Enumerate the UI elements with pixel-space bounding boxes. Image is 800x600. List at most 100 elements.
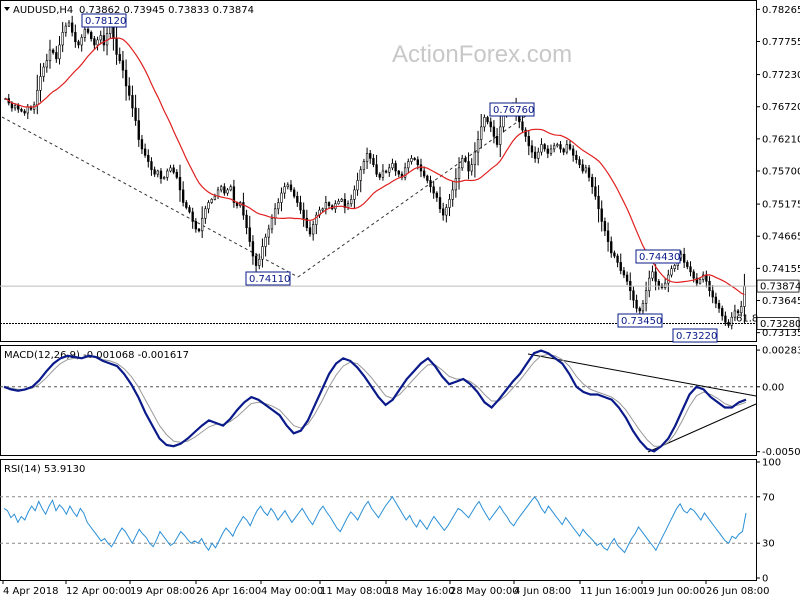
candle-body xyxy=(90,32,93,39)
candle-body xyxy=(375,164,378,175)
candle-body xyxy=(670,268,673,276)
candle-body xyxy=(324,202,328,210)
candle-body xyxy=(457,167,461,179)
candle-body xyxy=(26,106,29,114)
candle-body xyxy=(220,186,223,191)
candle-body xyxy=(591,177,594,188)
candle-body xyxy=(682,253,686,263)
candle-body xyxy=(407,161,410,169)
candle-body xyxy=(296,195,299,203)
candle-body xyxy=(572,148,575,156)
price-trendline-down xyxy=(1,116,299,278)
rsi-panel-frame xyxy=(0,459,757,581)
candle-body xyxy=(600,208,603,222)
x-tick-label: 26 Apr 16:00 xyxy=(196,586,261,597)
candle-body xyxy=(131,95,134,109)
price-annotation-box xyxy=(245,271,291,286)
candle-body xyxy=(112,27,115,39)
candle-body xyxy=(321,208,324,211)
candle-body xyxy=(207,202,210,210)
rsi-line xyxy=(3,495,747,554)
candle-body xyxy=(616,255,619,263)
candle-body xyxy=(121,60,125,71)
candle-body xyxy=(124,69,128,87)
candle-body xyxy=(422,170,426,177)
candle-body xyxy=(711,290,714,298)
candle-body xyxy=(530,145,534,153)
candle-body xyxy=(654,271,657,282)
candle-body xyxy=(150,161,153,171)
price-trendline-up xyxy=(297,112,531,278)
candle-body xyxy=(581,164,584,172)
candle-body xyxy=(109,27,112,34)
x-tick-label: 4 Jun 08:00 xyxy=(514,586,571,597)
candle-body xyxy=(93,38,96,46)
candle-body xyxy=(159,170,163,179)
price-y-tick-label: 0.75175 xyxy=(762,200,800,211)
candle-body xyxy=(115,38,118,55)
candle-body xyxy=(470,164,473,172)
price-y-tick-label: 0.75700 xyxy=(762,167,800,178)
candle-body xyxy=(622,270,626,276)
candle-body xyxy=(191,211,194,222)
candle-body xyxy=(442,208,445,216)
candle-body xyxy=(223,186,226,194)
candle-body xyxy=(277,202,280,210)
candle-body xyxy=(625,274,629,282)
candle-body xyxy=(23,110,26,114)
fib-label: 61.8 xyxy=(736,314,758,325)
candle-body xyxy=(172,167,175,173)
price-tag xyxy=(756,279,800,293)
candle-body xyxy=(353,189,356,200)
candle-body xyxy=(232,186,236,203)
candle-body xyxy=(45,60,48,68)
macd-title: MACD(12,26,9) -0.001068 -0.001617 xyxy=(4,350,189,361)
candle-body xyxy=(128,85,131,96)
candle-body xyxy=(55,52,58,60)
candle-body xyxy=(248,227,251,242)
price-y-axis: 0.78265 0.77755 0.77230 0.76720 0.76210 0.757… xyxy=(756,5,800,339)
candle-body xyxy=(403,167,407,178)
price-ohlc: 0.73862 0.73945 0.73833 0.73874 xyxy=(79,5,254,16)
candle-body xyxy=(356,180,359,191)
candle-body xyxy=(486,117,489,123)
candle-body xyxy=(143,148,147,156)
candle-body xyxy=(242,202,245,216)
candle-body xyxy=(175,171,178,178)
candle-body xyxy=(197,228,201,232)
price-y-tick-label: 0.73645 xyxy=(762,296,800,307)
candle-body xyxy=(632,290,635,301)
candle-body xyxy=(13,105,17,109)
candle-body xyxy=(48,49,52,62)
candle-body xyxy=(663,282,667,288)
candle-body xyxy=(673,265,676,269)
candle-body xyxy=(695,277,699,284)
candle-body xyxy=(644,290,648,304)
price-y-tick-label: 0.78265 xyxy=(762,5,800,16)
candle-body xyxy=(181,189,185,203)
macd-y-tick-label: 0.00 xyxy=(762,382,784,393)
candle-body xyxy=(432,186,435,194)
candle-body xyxy=(350,199,353,205)
candle-body xyxy=(714,296,718,304)
price-candles xyxy=(4,15,746,330)
price-tag-label: 0.73874 xyxy=(760,282,800,293)
rsi-y-tick-label: 30 xyxy=(762,539,775,550)
candle-body xyxy=(562,148,565,153)
macd-y-axis: 0.002839 0.00 -0.005021 xyxy=(756,346,800,458)
candle-body xyxy=(343,199,347,208)
x-tick-label: 18 May 16:00 xyxy=(386,586,455,597)
candle-body xyxy=(292,189,296,197)
candle-body xyxy=(667,274,670,284)
candle-body xyxy=(521,121,524,131)
candle-body xyxy=(381,170,385,178)
candle-body xyxy=(264,236,267,247)
candle-body xyxy=(305,217,308,229)
candle-body xyxy=(258,258,261,266)
candle-body xyxy=(273,208,277,219)
candle-body xyxy=(686,262,689,268)
rsi-title: RSI(14) 53.9130 xyxy=(4,464,85,475)
candle-body xyxy=(483,117,486,128)
candle-body xyxy=(311,224,315,235)
